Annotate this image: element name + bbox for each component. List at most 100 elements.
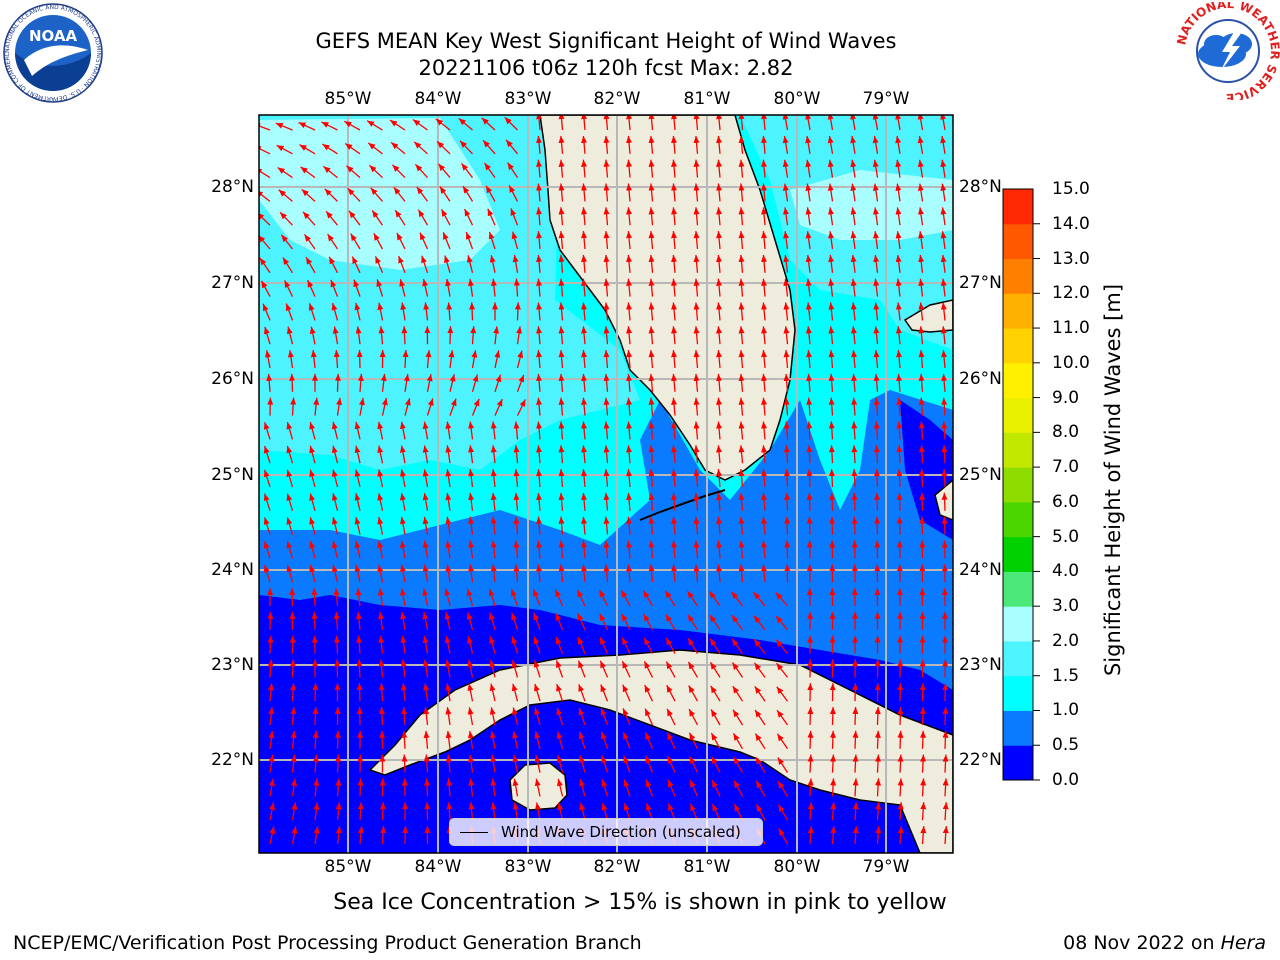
wind-wave-arrow [716, 326, 723, 345]
wind-wave-arrow [377, 540, 384, 559]
wind-wave-arrow [689, 779, 699, 797]
wind-wave-arrow [622, 708, 631, 726]
wind-wave-arrow [309, 540, 316, 559]
plot-subtitle: 20221106 t06z 120h fcst Max: 2.82 [418, 56, 794, 80]
wind-wave-arrow [850, 159, 857, 178]
wind-wave-arrow [806, 445, 813, 464]
wind-wave-arrow [648, 564, 655, 583]
wind-wave-arrow [852, 730, 859, 749]
wind-wave-arrow [401, 707, 408, 726]
wind-wave-arrow [312, 754, 319, 773]
wind-wave-arrow [738, 135, 745, 154]
footer-credit: NCEP/EMC/Verification Post Processing Pr… [13, 932, 642, 954]
wind-wave-arrow [761, 350, 768, 369]
wind-wave-arrow [510, 208, 519, 226]
wind-wave-arrow [623, 802, 631, 821]
wind-wave-arrow [941, 350, 948, 369]
wind-wave-arrow [423, 707, 430, 726]
wind-wave-arrow [334, 730, 341, 749]
wind-wave-arrow [309, 564, 316, 583]
noaa-logo: NATIONAL OCEANIC AND ATMOSPHERIC ADMINIS… [2, 2, 103, 103]
wind-wave-arrow [555, 612, 564, 631]
wind-wave-arrow [666, 708, 676, 726]
wind-wave-arrow [390, 141, 406, 155]
wind-wave-arrow [671, 516, 678, 535]
wind-wave-arrow [581, 254, 588, 273]
wind-wave-arrow [335, 826, 342, 845]
wind-wave-arrow [558, 373, 565, 392]
wind-wave-arrow [940, 278, 947, 297]
wind-wave-arrow [693, 469, 700, 488]
wind-wave-arrow [468, 278, 474, 297]
wind-wave-arrow [709, 661, 721, 678]
wind-wave-arrow [581, 326, 588, 345]
wind-wave-arrow [603, 540, 610, 559]
wind-wave-arrow [374, 255, 384, 274]
wind-wave-arrow [353, 279, 361, 297]
wind-wave-arrow [355, 326, 362, 345]
wind-wave-arrow [600, 731, 609, 750]
wind-wave-arrow [357, 778, 364, 797]
colorbar-tick-label: 14.0 [1052, 213, 1090, 234]
wind-wave-arrow [850, 231, 857, 250]
wind-wave-arrow [671, 326, 678, 345]
lat-label-right: 28°N [959, 177, 1002, 197]
wind-wave-arrow [490, 564, 497, 583]
wind-wave-arrow [536, 207, 543, 226]
wind-wave-arrow [263, 517, 271, 535]
wind-wave-arrow [514, 302, 521, 321]
wind-wave-arrow [918, 302, 925, 321]
wind-wave-arrow [512, 778, 519, 797]
wind-wave-arrow [648, 278, 655, 297]
wind-wave-arrow [731, 614, 744, 631]
wind-wave-arrow [331, 540, 339, 559]
wind-wave-arrow [761, 516, 768, 535]
wind-wave-arrow [513, 492, 520, 511]
wind-wave-arrow [400, 659, 407, 678]
wind-wave-arrow [536, 135, 543, 154]
wind-wave-arrow [269, 826, 276, 845]
wind-wave-arrow [851, 373, 858, 392]
wind-wave-arrow [536, 516, 543, 535]
wind-wave-arrow [716, 564, 723, 583]
wind-wave-arrow [378, 659, 385, 678]
wind-wave-arrow [267, 635, 274, 654]
wind-wave-arrow [828, 445, 835, 464]
wind-wave-arrow [533, 612, 541, 631]
wind-wave-arrow [828, 350, 835, 369]
wind-wave-arrow [626, 540, 633, 559]
lon-label-top: 84°W [414, 89, 462, 109]
wind-wave-arrow [693, 254, 700, 273]
wind-wave-arrow [534, 683, 541, 702]
lon-label-top: 80°W [773, 89, 821, 109]
wind-wave-arrow [598, 589, 609, 607]
wind-wave-arrow [490, 492, 497, 511]
wind-wave-arrow [332, 326, 339, 345]
wind-wave-arrow [331, 564, 339, 583]
wind-wave-arrow [873, 397, 880, 416]
wind-wave-arrow [512, 707, 519, 726]
wind-wave-arrow [359, 397, 365, 416]
wind-wave-arrow [426, 373, 433, 392]
wind-wave-arrow [445, 445, 452, 464]
wind-wave-arrow [648, 302, 655, 321]
wind-wave-arrow [578, 707, 586, 726]
wind-wave-arrow [830, 754, 837, 773]
wind-wave-arrow [783, 445, 790, 464]
wind-wave-arrow [402, 349, 409, 369]
wind-wave-arrow [671, 373, 678, 392]
wind-wave-arrow [558, 564, 565, 583]
wind-wave-arrow [805, 302, 812, 321]
wind-wave-arrow [260, 280, 271, 297]
wind-wave-arrow [483, 162, 496, 178]
wind-wave-arrow [827, 135, 834, 154]
wind-wave-arrow [648, 397, 655, 416]
wind-wave-arrow [830, 778, 837, 797]
wind-wave-arrow [710, 685, 721, 702]
wind-wave-arrow [345, 165, 361, 179]
wind-wave-arrow [556, 755, 564, 773]
wind-wave-arrow [671, 564, 678, 583]
wind-wave-arrow [601, 755, 609, 773]
wind-wave-arrow [806, 468, 813, 488]
wind-wave-arrow [603, 254, 610, 273]
